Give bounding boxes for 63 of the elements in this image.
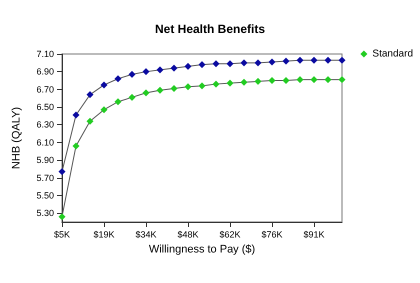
y-tick-label: 6.10	[36, 137, 54, 148]
y-tick-label: 5.70	[36, 172, 54, 183]
y-tick-label: 5.30	[36, 208, 54, 218]
chart-title: Net Health Benefits	[154, 22, 266, 36]
point	[268, 77, 276, 84]
legend-label: Standard	[372, 48, 414, 60]
point	[170, 84, 178, 92]
point	[282, 58, 290, 65]
point	[226, 60, 234, 68]
x-axis-title: Willingness to Pay ($)	[148, 244, 256, 256]
x-tick-label: $5K	[54, 230, 70, 240]
point	[268, 58, 276, 66]
point	[72, 112, 80, 119]
x-tick-label: $91K	[303, 230, 325, 240]
point	[114, 98, 122, 106]
point	[184, 83, 192, 90]
y-tick-label: 7.10	[36, 49, 54, 59]
point	[338, 56, 346, 64]
point	[100, 106, 108, 114]
y-tick-label: 6.30	[36, 120, 54, 130]
point	[156, 86, 164, 94]
x-tick-label: $62K	[219, 230, 241, 240]
x-tick-label: $48K	[177, 230, 199, 240]
point	[100, 81, 108, 88]
point	[72, 142, 80, 150]
point	[128, 70, 136, 78]
x-tick-label: $76K	[261, 230, 283, 240]
y-tick-label: 6.90	[36, 66, 54, 77]
point	[184, 62, 192, 70]
point	[58, 213, 66, 220]
x-tick-label: $34K	[135, 230, 157, 240]
y-tick-label: 6.70	[36, 84, 54, 94]
y-axis-title: NHB (QALY)	[10, 106, 22, 170]
x-tick-label: $19K	[93, 230, 115, 240]
point	[324, 56, 332, 64]
point	[212, 60, 220, 68]
point	[128, 94, 136, 101]
point	[310, 76, 318, 84]
point	[198, 61, 206, 68]
y-tick-label: 6.50	[36, 102, 54, 112]
point	[254, 78, 262, 85]
point	[142, 68, 150, 76]
y-tick-label: 5.50	[36, 190, 54, 200]
point	[156, 66, 164, 74]
point	[58, 168, 66, 176]
point	[86, 91, 94, 98]
point	[212, 80, 220, 88]
point	[296, 56, 304, 64]
point	[254, 59, 262, 66]
point	[170, 64, 178, 72]
point	[296, 76, 304, 84]
point	[324, 76, 332, 84]
point	[282, 77, 290, 84]
point	[114, 75, 122, 82]
point	[142, 89, 150, 96]
point	[198, 82, 206, 90]
point	[240, 59, 248, 66]
point	[310, 56, 318, 64]
point	[240, 78, 248, 86]
point	[338, 76, 346, 84]
point	[226, 80, 234, 87]
y-tick-label: 5.90	[36, 155, 54, 166]
point	[86, 118, 94, 125]
